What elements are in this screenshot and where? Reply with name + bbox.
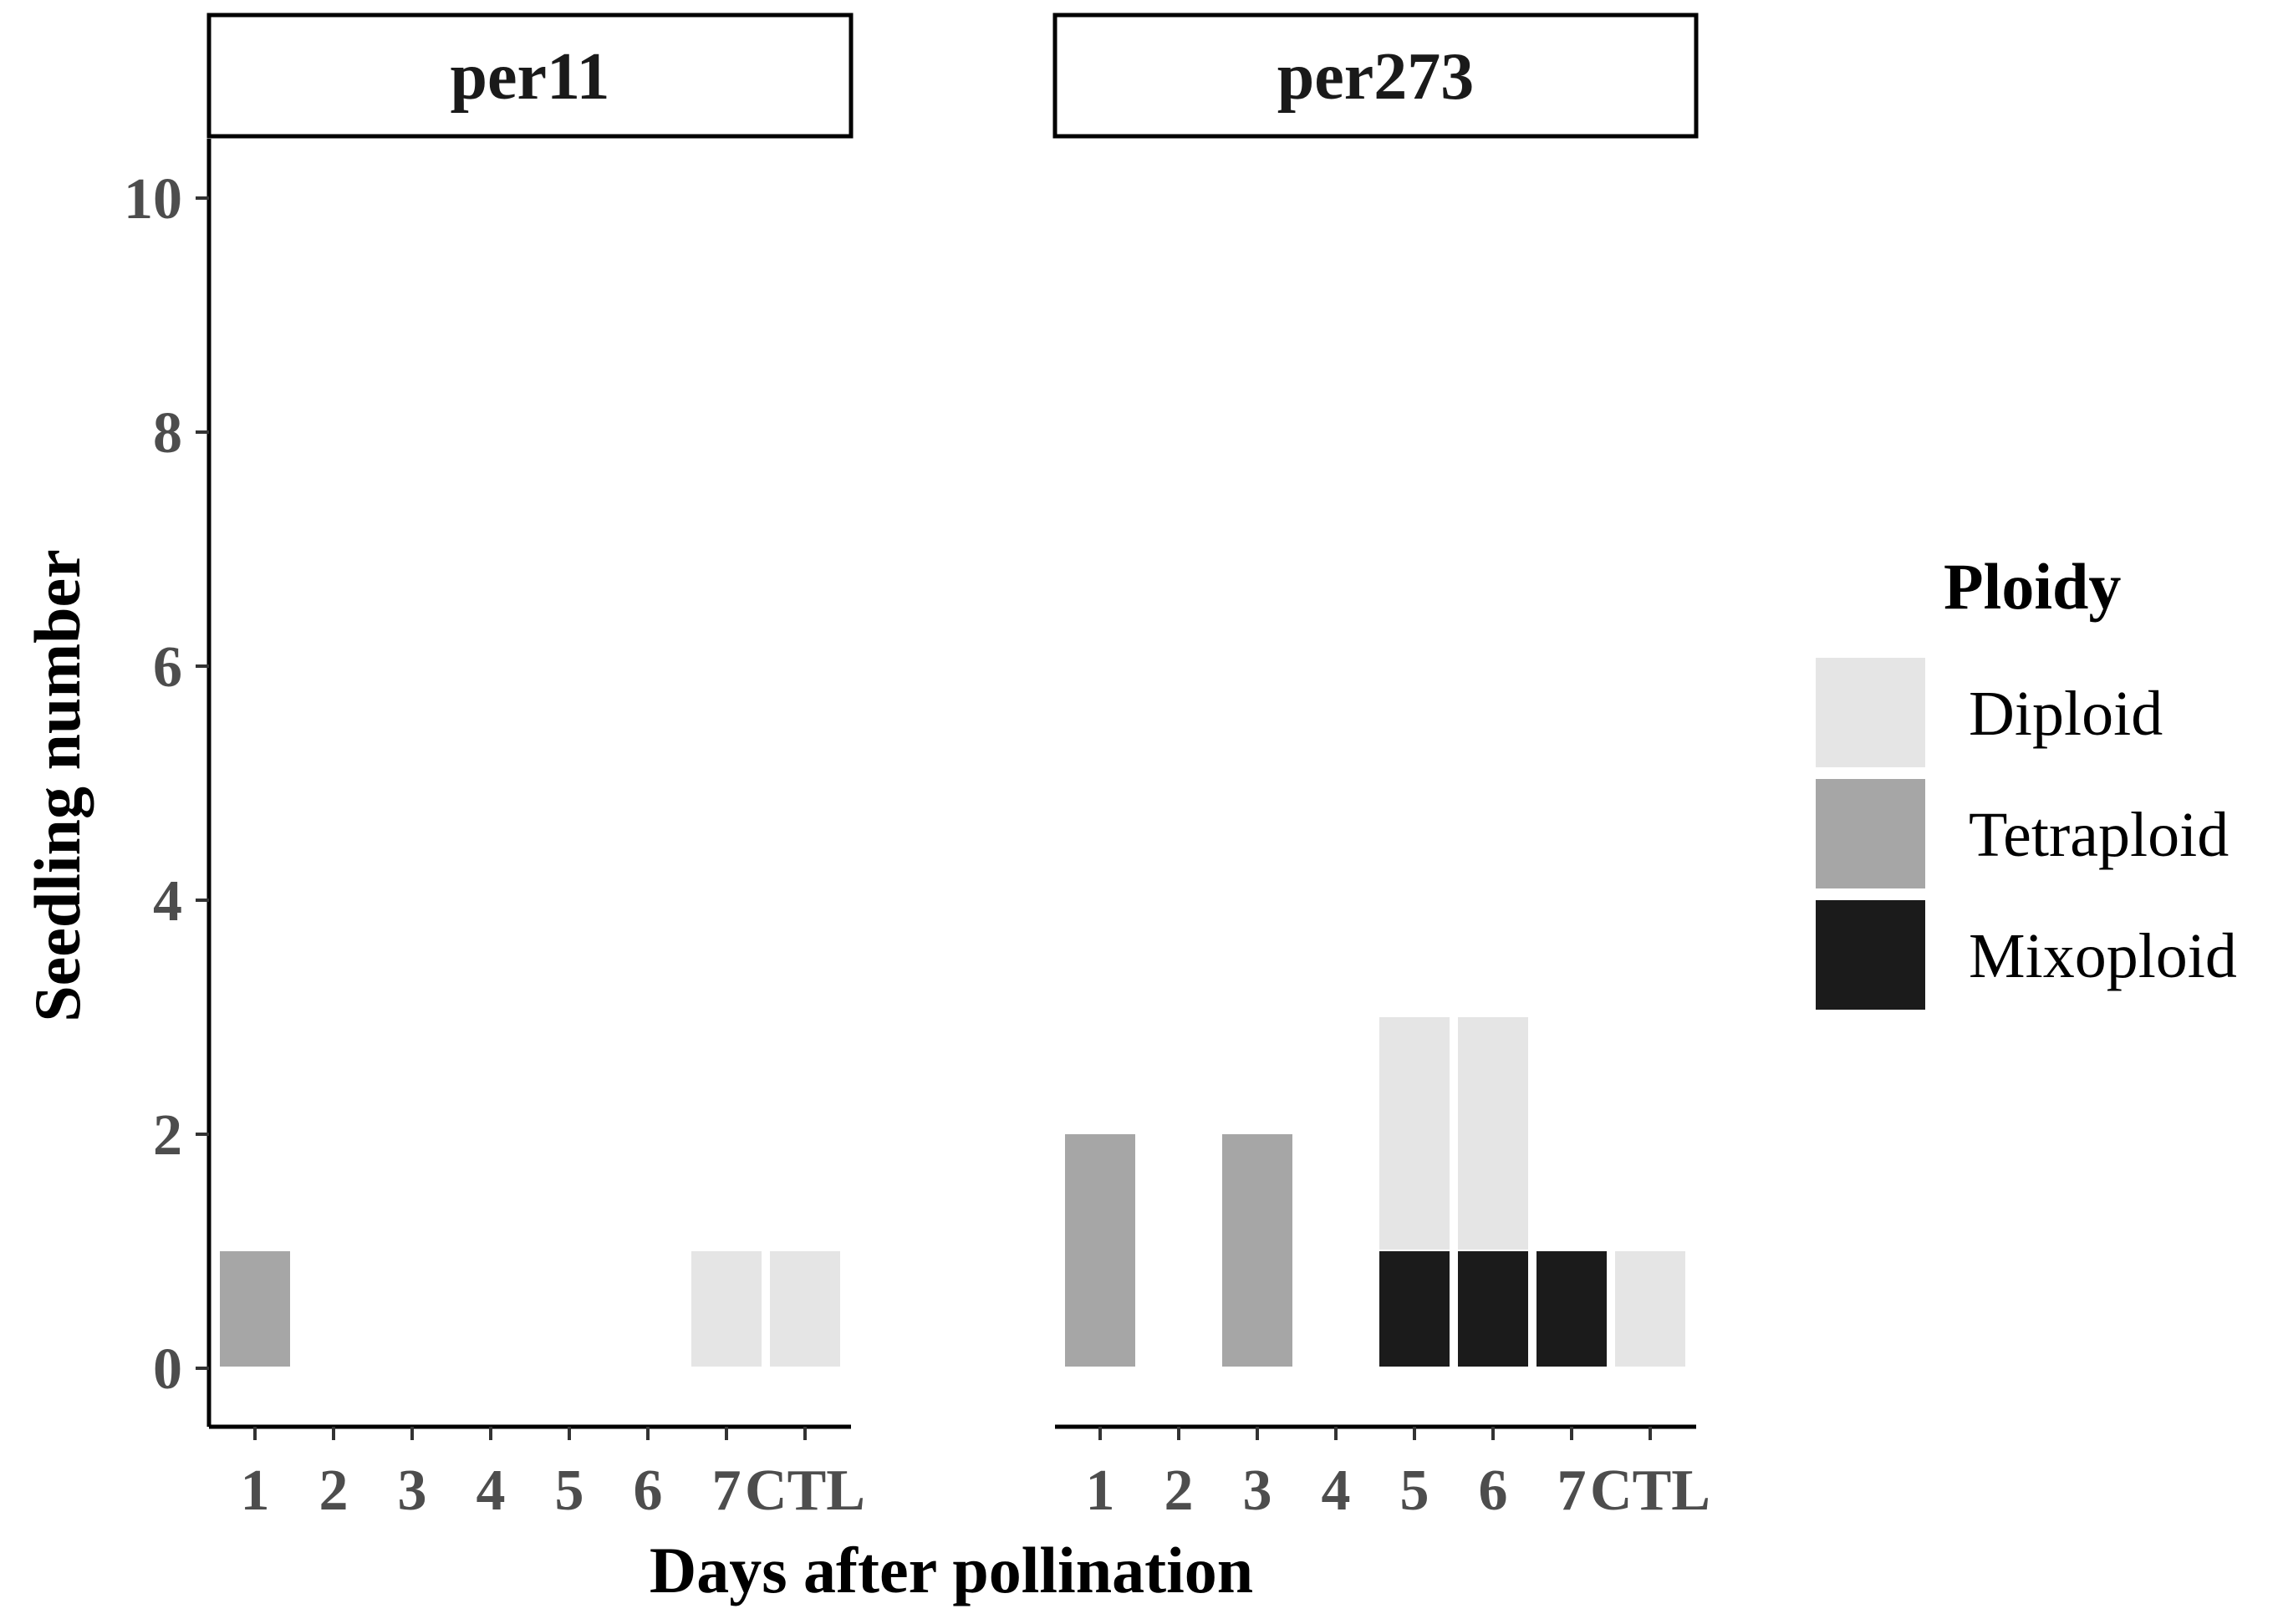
panel-title: per273 [1277, 40, 1475, 114]
legend-item-tetraploid: Tetraploid [1816, 779, 2229, 888]
bar-diploid-5 [1379, 1017, 1450, 1250]
x-tick-label: 3 [1243, 1459, 1272, 1523]
x-tick-label: 2 [319, 1459, 349, 1523]
x-tick-label: CTL [745, 1459, 865, 1523]
x-axis-title: Days after pollination [650, 1534, 1253, 1606]
bar-diploid-7 [691, 1251, 762, 1367]
panel-per11: per11 1 2 3 4 5 6 7 CTL [206, 13, 865, 1523]
x-tick-label: 1 [241, 1459, 270, 1523]
y-axis: 0 2 4 6 8 10 [124, 139, 211, 1427]
x-tick-label: 5 [1400, 1459, 1429, 1523]
x-tick-label: 2 [1164, 1459, 1194, 1523]
bar-mixoploid-5 [1379, 1251, 1450, 1367]
x-axis: 1 2 3 4 5 6 7 CTL [1055, 1424, 1710, 1523]
x-tick-label: CTL [1590, 1459, 1710, 1523]
y-axis-title: Seedling number [21, 549, 94, 1022]
legend-label: Tetraploid [1969, 800, 2229, 870]
y-tick-label: 0 [153, 1337, 182, 1402]
y-tick-label: 6 [153, 635, 182, 700]
legend-title: Ploidy [1944, 550, 2121, 623]
bars [1065, 1017, 1685, 1367]
legend-key [1816, 779, 1925, 888]
bar-mixoploid-7 [1537, 1251, 1607, 1367]
x-tick-label: 5 [555, 1459, 584, 1523]
panel-title: per11 [450, 40, 609, 114]
bar-diploid-6 [1458, 1017, 1528, 1250]
panel-strip-box [1052, 13, 1699, 139]
x-tick-label: 7 [712, 1459, 741, 1523]
bar-diploid-ctl [770, 1251, 840, 1367]
bar-tetraploid-1 [220, 1251, 290, 1367]
panel-strip: per273 [1052, 13, 1699, 139]
y-tick-label: 10 [124, 167, 182, 232]
y-tick-label: 8 [153, 401, 182, 466]
panel-strip-box [206, 13, 854, 139]
legend-item-diploid: Diploid [1816, 658, 2163, 767]
legend-label: Mixoploid [1969, 921, 2237, 991]
bar-tetraploid-3 [1222, 1134, 1292, 1367]
bar-mixoploid-6 [1458, 1251, 1528, 1367]
bar-diploid-ctl [1615, 1251, 1685, 1367]
legend-key [1816, 900, 1925, 1010]
legend-key [1816, 658, 1925, 767]
y-tick-label: 4 [153, 869, 182, 934]
legend: Ploidy Diploid Tetraploid Mixoploid [1816, 550, 2237, 1010]
x-tick-label: 7 [1557, 1459, 1587, 1523]
x-tick-label: 4 [1322, 1459, 1351, 1523]
legend-label: Diploid [1969, 679, 2163, 749]
panel-per273: per273 1 2 3 4 5 6 7 CTL [1052, 13, 1710, 1523]
bar-tetraploid-1 [1065, 1134, 1135, 1367]
x-tick-label: 3 [398, 1459, 427, 1523]
legend-item-mixoploid: Mixoploid [1816, 900, 2237, 1010]
x-tick-label: 4 [476, 1459, 506, 1523]
x-tick-label: 6 [1479, 1459, 1508, 1523]
panel-strip: per11 [206, 13, 854, 139]
x-axis: 1 2 3 4 5 6 7 CTL [209, 1424, 865, 1523]
y-tick-label: 2 [153, 1103, 182, 1168]
x-tick-label: 6 [634, 1459, 663, 1523]
x-tick-label: 1 [1086, 1459, 1115, 1523]
bars [220, 1251, 840, 1367]
